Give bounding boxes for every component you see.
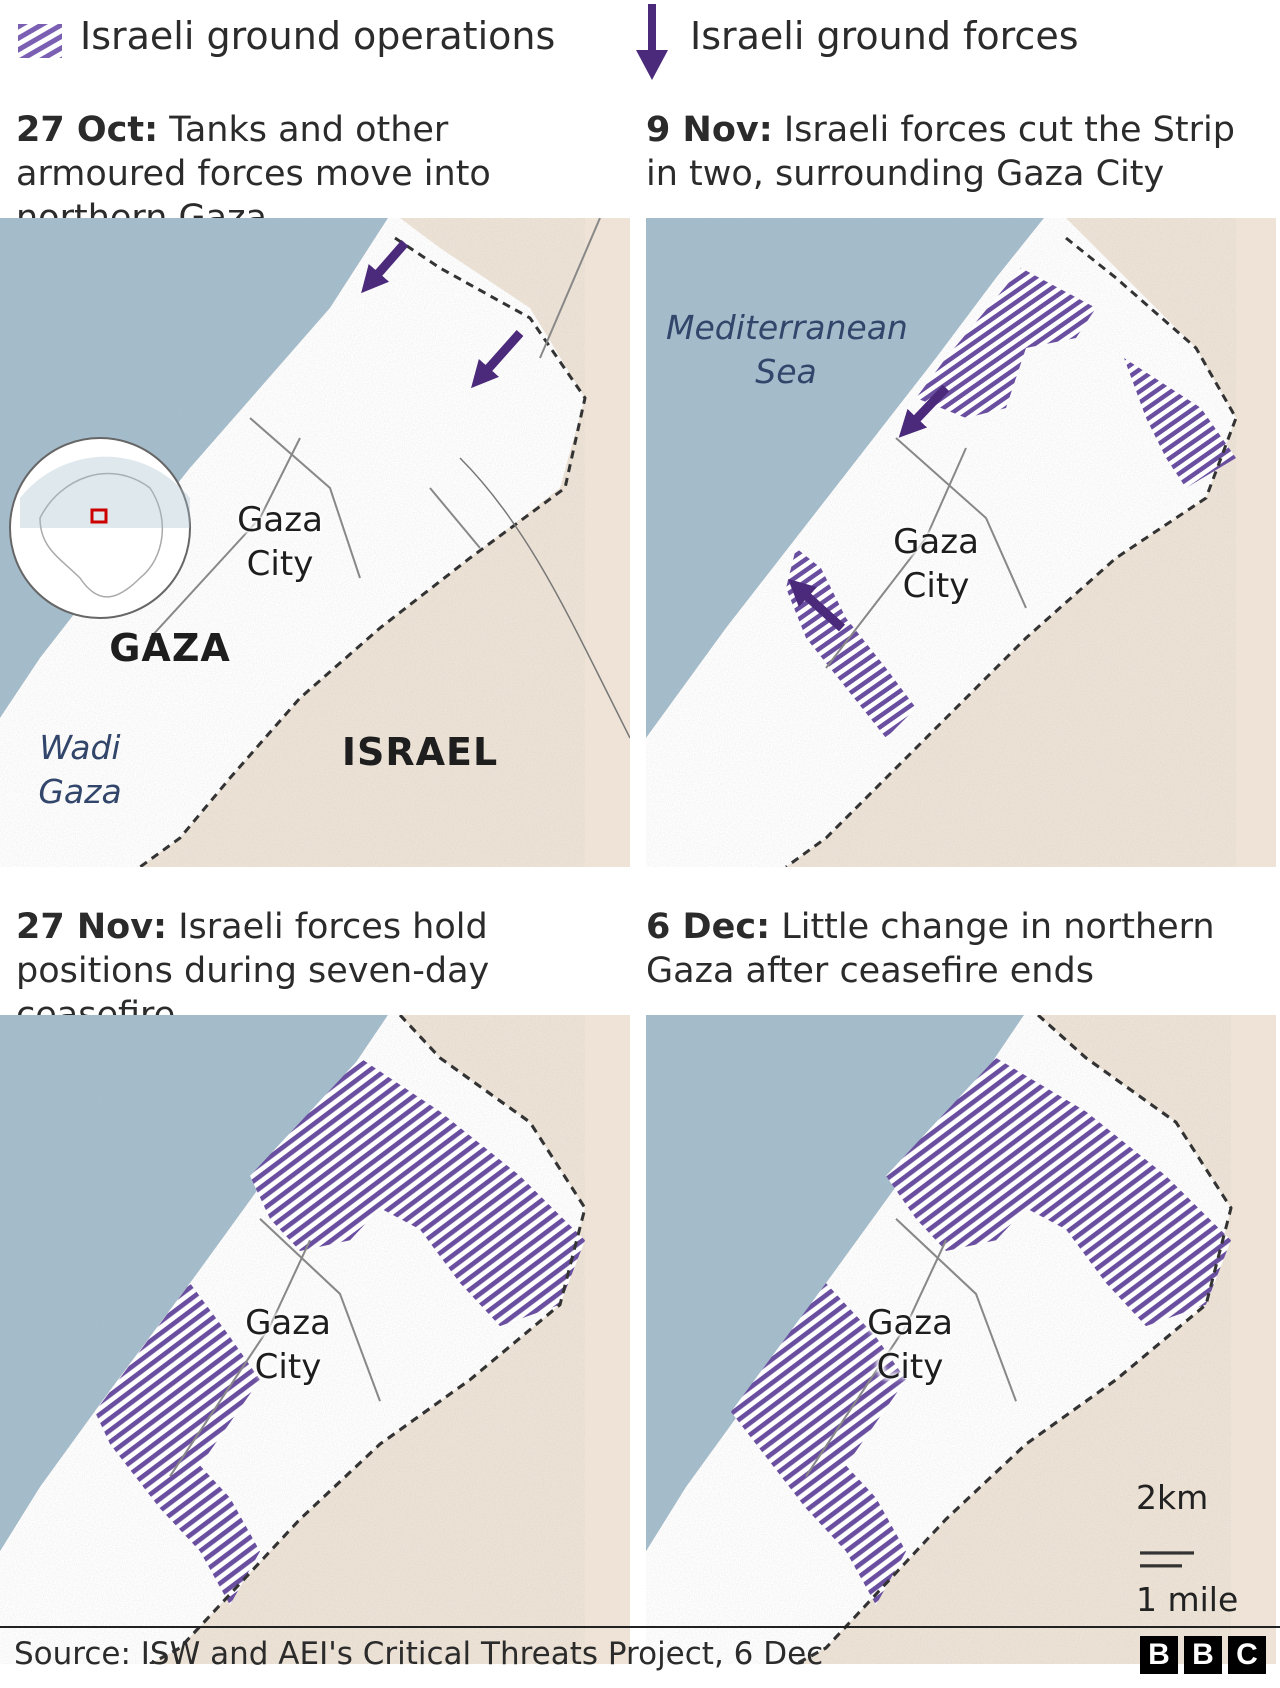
operations-zone <box>95 1283 260 1605</box>
map-27-nov-svg <box>0 1015 630 1664</box>
sea <box>646 218 1044 738</box>
wadi-line1: Wadi <box>39 728 121 767</box>
roads <box>149 218 601 639</box>
gaza-city-label: Gaza City <box>860 1301 960 1389</box>
map-6-dec: Gaza City <box>646 1015 1276 1664</box>
gaza-region-label: GAZA <box>109 626 231 670</box>
forces-arrow <box>361 240 409 294</box>
israel-region-label: ISRAEL <box>341 730 499 774</box>
border-line <box>149 1015 587 1664</box>
map-27-oct-svg <box>0 218 630 867</box>
sea <box>646 1015 1024 1552</box>
panel-date: 27 Nov: <box>16 907 168 947</box>
scale-bar-km <box>1140 1551 1194 1555</box>
operations-zone <box>786 548 916 738</box>
gaza-city-label: Gaza City <box>238 1301 338 1389</box>
operations-zone <box>250 1057 585 1327</box>
operations-zone <box>886 1057 1231 1327</box>
forces-arrow-icon <box>636 4 668 80</box>
operations-hatch-swatch <box>18 24 62 58</box>
gaza-city-line2: City <box>876 1347 944 1387</box>
urban-texture <box>0 218 585 867</box>
source-text: Source: ISW and AEI's Critical Threats P… <box>14 1636 824 1672</box>
scale-bar-mile <box>1140 1564 1182 1568</box>
gaza-city-line1: Gaza <box>867 1303 953 1343</box>
sea-line2: Sea <box>755 352 817 391</box>
forces-arrow <box>898 384 950 438</box>
gaza-city-line2: City <box>902 566 970 606</box>
operations-zone <box>731 1283 906 1605</box>
operations-zone <box>916 268 1096 418</box>
forces-arrow <box>788 578 846 632</box>
panel-date: 9 Nov: <box>646 110 773 150</box>
wadi-gaza-label: Wadi Gaza <box>30 726 130 814</box>
footer-divider <box>0 1626 1280 1628</box>
bbc-logo-letter: B <box>1184 1636 1222 1674</box>
sea <box>0 218 388 718</box>
sea-line1: Mediterranean <box>666 308 908 347</box>
gaza-city-line1: Gaza <box>245 1303 331 1343</box>
wadi-line2: Gaza <box>38 772 122 811</box>
map-9-nov-svg <box>646 218 1276 867</box>
operations-zone <box>1124 358 1236 488</box>
forces-arrow <box>471 330 524 389</box>
roads <box>169 1218 381 1477</box>
panel-caption-9-nov: 9 Nov: Israeli forces cut the Strip in t… <box>646 108 1246 196</box>
map-27-nov: Gaza City <box>0 1015 630 1664</box>
gaza-city-line2: City <box>254 1347 322 1387</box>
locator-box <box>90 508 108 524</box>
gaza-city-line1: Gaza <box>237 500 323 540</box>
sea <box>0 1015 388 1552</box>
bbc-logo: B B C <box>1140 1636 1266 1674</box>
border-line <box>785 236 1238 867</box>
panel-caption-6-dec: 6 Dec: Little change in northern Gaza af… <box>646 905 1246 993</box>
panel-date: 6 Dec: <box>646 907 771 947</box>
mediterranean-sea-label: Mediterranean Sea <box>666 306 908 394</box>
map-9-nov: Mediterranean Sea Gaza City <box>646 218 1276 867</box>
gaza-city-label: Gaza City <box>230 498 330 586</box>
panel-date: 27 Oct: <box>16 110 159 150</box>
scale-km-label: 2km <box>1136 1478 1209 1517</box>
gaza-city-label: Gaza City <box>886 520 986 608</box>
legend-forces-label: Israeli ground forces <box>690 14 1079 58</box>
bbc-logo-letter: B <box>1140 1636 1178 1674</box>
roads <box>805 1218 1017 1477</box>
map-6-dec-svg <box>646 1015 1276 1664</box>
legend-operations-label: Israeli ground operations <box>80 14 556 58</box>
map-27-oct: Gaza City GAZA ISRAEL Wadi Gaza <box>0 218 630 867</box>
scale-mile-label: 1 mile <box>1136 1580 1239 1619</box>
roads <box>825 437 1027 669</box>
border-line <box>795 1015 1233 1664</box>
bbc-logo-letter: C <box>1228 1636 1266 1674</box>
gaza-city-line1: Gaza <box>893 522 979 562</box>
panel-text: Israeli forces cut the Strip in two, sur… <box>646 110 1235 194</box>
panel-text: Little change in northern Gaza after cea… <box>646 907 1215 991</box>
gaza-city-line2: City <box>246 544 314 584</box>
border-line <box>139 236 587 867</box>
